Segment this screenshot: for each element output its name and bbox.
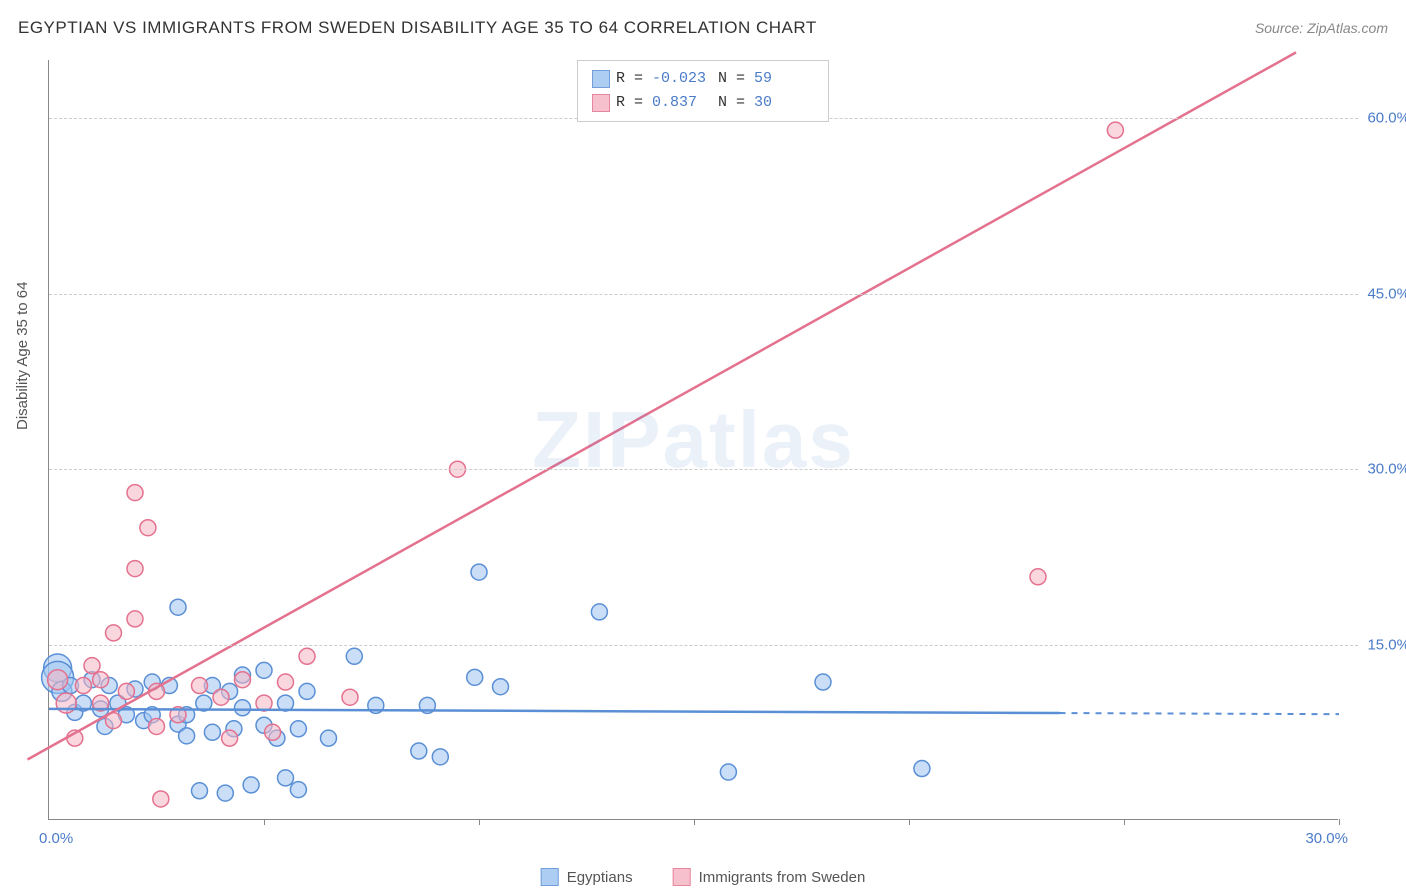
data-point: [342, 689, 358, 705]
data-point: [1107, 122, 1123, 138]
x-tick: [264, 819, 265, 825]
regression-line: [28, 52, 1297, 759]
data-point: [48, 670, 68, 690]
data-point: [93, 672, 109, 688]
data-point: [467, 669, 483, 685]
gridline: [49, 469, 1358, 470]
data-point: [192, 678, 208, 694]
x-tick: [1339, 819, 1340, 825]
x-tick: [1124, 819, 1125, 825]
regression-line-ext: [1060, 713, 1340, 714]
chart-title: EGYPTIAN VS IMMIGRANTS FROM SWEDEN DISAB…: [18, 18, 817, 38]
data-point: [192, 783, 208, 799]
y-tick-label: 60.0%: [1350, 110, 1406, 127]
data-point: [235, 700, 251, 716]
stat-row: R = -0.023 N = 59: [592, 67, 814, 91]
stat-r-value: 0.837: [652, 91, 712, 115]
data-point: [213, 689, 229, 705]
y-tick-label: 30.0%: [1350, 461, 1406, 478]
data-point: [411, 743, 427, 759]
data-point: [127, 485, 143, 501]
data-point: [1030, 569, 1046, 585]
stat-label-r: R =: [616, 67, 646, 91]
data-point: [815, 674, 831, 690]
bottom-legend: Egyptians Immigrants from Sweden: [541, 868, 866, 886]
data-point: [299, 683, 315, 699]
data-point: [217, 785, 233, 801]
data-point: [127, 561, 143, 577]
data-point: [278, 674, 294, 690]
data-point: [591, 604, 607, 620]
title-bar: EGYPTIAN VS IMMIGRANTS FROM SWEDEN DISAB…: [18, 18, 1388, 38]
stat-n-value: 30: [754, 91, 814, 115]
y-tick-label: 15.0%: [1350, 636, 1406, 653]
swatch-series-1: [592, 94, 610, 112]
data-point: [256, 662, 272, 678]
x-tick: [909, 819, 910, 825]
stat-n-value: 59: [754, 67, 814, 91]
data-point: [914, 761, 930, 777]
x-tick: [694, 819, 695, 825]
legend-item: Immigrants from Sweden: [673, 868, 866, 886]
legend-label: Egyptians: [567, 869, 633, 886]
data-point: [265, 724, 281, 740]
y-axis-title: Disability Age 35 to 64: [14, 282, 31, 430]
x-origin-label: 0.0%: [39, 830, 73, 847]
gridline: [49, 645, 1358, 646]
data-point: [278, 770, 294, 786]
data-point: [179, 728, 195, 744]
plot-area: ZIPatlas 0.0% 30.0% 15.0%30.0%45.0%60.0%: [48, 60, 1338, 820]
x-tick: [479, 819, 480, 825]
gridline: [49, 294, 1358, 295]
data-point: [149, 718, 165, 734]
data-point: [106, 625, 122, 641]
data-point: [84, 658, 100, 674]
data-point: [222, 730, 238, 746]
data-point: [299, 648, 315, 664]
swatch-legend-1: [673, 868, 691, 886]
swatch-legend-0: [541, 868, 559, 886]
chart-svg: [49, 60, 1338, 819]
stat-label-n: N =: [718, 67, 748, 91]
data-point: [720, 764, 736, 780]
legend-label: Immigrants from Sweden: [699, 869, 866, 886]
source-label: Source: ZipAtlas.com: [1255, 20, 1388, 36]
data-point: [432, 749, 448, 765]
data-point: [290, 721, 306, 737]
x-max-label: 30.0%: [1305, 830, 1348, 847]
data-point: [170, 599, 186, 615]
data-point: [140, 520, 156, 536]
stat-r-value: -0.023: [652, 67, 712, 91]
legend-item: Egyptians: [541, 868, 633, 886]
data-point: [153, 791, 169, 807]
data-point: [243, 777, 259, 793]
data-point: [75, 678, 91, 694]
data-point: [235, 672, 251, 688]
stat-label-n: N =: [718, 91, 748, 115]
data-point: [321, 730, 337, 746]
stat-label-r: R =: [616, 91, 646, 115]
correlation-stat-box: R = -0.023 N = 59 R = 0.837 N = 30: [577, 60, 829, 122]
stat-row: R = 0.837 N = 30: [592, 91, 814, 115]
data-point: [346, 648, 362, 664]
data-point: [204, 724, 220, 740]
data-point: [471, 564, 487, 580]
data-point: [290, 782, 306, 798]
data-point: [493, 679, 509, 695]
swatch-series-0: [592, 70, 610, 88]
data-point: [118, 683, 134, 699]
data-point: [127, 611, 143, 627]
y-tick-label: 45.0%: [1350, 285, 1406, 302]
